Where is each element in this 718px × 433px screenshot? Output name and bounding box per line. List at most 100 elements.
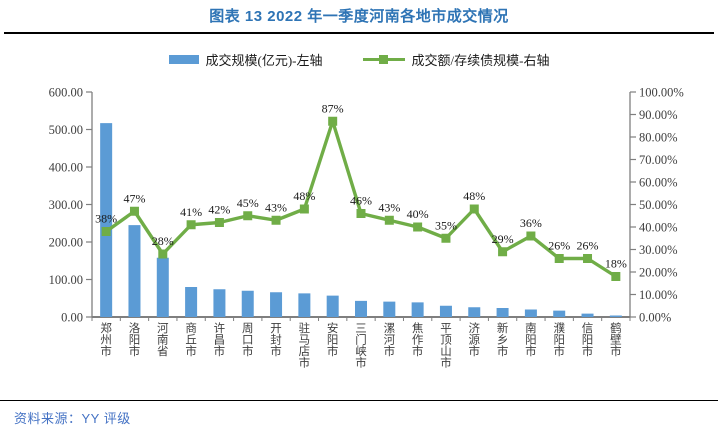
line-data-label: 48% (463, 189, 485, 203)
line-marker (356, 209, 366, 218)
line-data-label: 87% (322, 101, 344, 115)
x-axis-category-label: 许昌市 (214, 322, 226, 358)
x-axis-category-label: 济源市 (469, 321, 481, 358)
line-marker (469, 204, 479, 214)
line-series-swatch-icon (362, 55, 405, 64)
line-data-label: 48% (293, 189, 315, 203)
bar (270, 292, 283, 317)
line-marker (271, 215, 281, 225)
bar (156, 257, 169, 317)
left-axis-tick-label: 300.00 (49, 198, 83, 212)
x-axis-category-label: 信阳市 (582, 322, 594, 358)
top-divider (4, 32, 714, 34)
bar (496, 308, 509, 317)
x-axis-category-label: 河南省 (157, 322, 169, 358)
line-data-label: 43% (265, 200, 287, 214)
line-marker (186, 220, 196, 230)
line-data-label: 38% (95, 212, 117, 226)
combo-chart: 0.00 100.00 200.00 300.00 400.00 500.00 600.00… (49, 86, 684, 370)
line-data-label: 36% (520, 216, 542, 230)
x-axis-category-label: 周口市 (242, 322, 254, 358)
x-axis-category-label: 新乡市 (497, 321, 509, 358)
bar (383, 301, 396, 317)
right-axis-tick-label: 60.00% (639, 176, 678, 190)
bar (326, 295, 339, 317)
bar (609, 315, 622, 317)
right-axis-tick-label: 70.00% (639, 153, 678, 167)
x-axis-category-label: 郑州市 (100, 321, 112, 358)
bar (185, 287, 198, 317)
line-data-label: 26% (577, 239, 599, 253)
right-axis-tick-label: 10.00% (639, 288, 678, 302)
line-marker (328, 116, 338, 126)
bar (241, 290, 254, 317)
line-data-label: 45% (237, 196, 259, 210)
chart-legend: 成交规模(亿元)-左轴 成交额/存续债规模-右轴 (0, 50, 718, 69)
right-axis-tick-label: 30.00% (639, 243, 678, 257)
line-data-label: 47% (123, 191, 145, 205)
x-axis-category-label: 漯河市 (384, 322, 396, 358)
line-data-label: 28% (152, 234, 174, 248)
line-marker (299, 204, 309, 214)
line-data-label: 18% (605, 257, 627, 271)
line-marker (129, 206, 139, 216)
bar (468, 307, 481, 317)
right-axis-tick-label: 40.00% (639, 221, 678, 235)
line-marker (101, 227, 111, 236)
line-marker (554, 254, 564, 263)
line-marker (243, 211, 253, 221)
left-axis-tick-label: 0.00 (61, 311, 83, 325)
right-axis-tick-label: 0.00% (639, 311, 671, 325)
x-axis-category-label: 鹤壁市 (610, 321, 622, 358)
bar (355, 300, 367, 317)
x-axis-category-label: 三门峡市 (355, 323, 367, 370)
line-marker (526, 231, 536, 241)
line-data-label: 29% (492, 232, 514, 246)
left-axis-tick-label: 200.00 (49, 236, 83, 250)
bar (553, 310, 566, 317)
line-marker (158, 249, 168, 259)
line-marker (583, 254, 593, 263)
left-axis-tick-label: 500.00 (49, 123, 83, 137)
left-axis-tick-label: 400.00 (49, 161, 83, 175)
line-data-label: 42% (208, 203, 230, 217)
legend-item-bar-series: 成交规模(亿元)-左轴 (168, 50, 323, 69)
left-axis-tick-label: 600.00 (49, 86, 83, 100)
line-marker (441, 233, 451, 243)
x-axis-category-label: 商丘市 (185, 321, 197, 358)
right-axis-tick-label: 100.00% (639, 86, 684, 100)
bar-series-swatch-icon (168, 55, 199, 64)
left-axis-tick-label: 100.00 (49, 273, 83, 287)
bar (298, 293, 311, 317)
line-marker (498, 247, 508, 257)
line-data-label: 35% (435, 218, 457, 232)
bar (581, 313, 594, 317)
page-title: 图表 13 2022 年一季度河南各地市成交情况 (209, 8, 509, 25)
right-axis-tick-label: 80.00% (639, 131, 678, 145)
right-axis-tick-label: 20.00% (639, 266, 678, 280)
line-marker (611, 272, 621, 281)
bar (411, 302, 424, 317)
line-marker (413, 222, 423, 232)
line-data-label: 43% (378, 200, 400, 214)
x-axis-category-label: 平顶山市 (440, 323, 452, 370)
x-axis-category-label: 安阳市 (327, 321, 339, 358)
x-axis-category-label: 焦作市 (412, 322, 424, 358)
legend-label: 成交规模(亿元)-左轴 (205, 53, 323, 68)
x-axis-category-label: 开封市 (270, 323, 282, 358)
x-axis-category-label: 洛阳市 (129, 321, 141, 358)
legend-item-line-series: 成交额/存续债规模-右轴 (362, 50, 549, 69)
x-axis-category-label: 濮阳市 (553, 321, 565, 358)
bar (213, 289, 226, 317)
right-axis-tick-label: 90.00% (639, 108, 678, 122)
line-marker (214, 218, 224, 227)
x-axis-category-label: 南阳市 (525, 321, 537, 358)
bar (100, 123, 113, 317)
bar (439, 305, 452, 317)
source-note: 资料来源：YY 评级 (14, 411, 131, 426)
bar (128, 225, 141, 317)
bottom-divider (0, 400, 718, 401)
line-marker (384, 215, 394, 225)
x-axis-category-label: 驻马店市 (299, 321, 311, 370)
right-axis-tick-label: 50.00% (639, 198, 678, 212)
